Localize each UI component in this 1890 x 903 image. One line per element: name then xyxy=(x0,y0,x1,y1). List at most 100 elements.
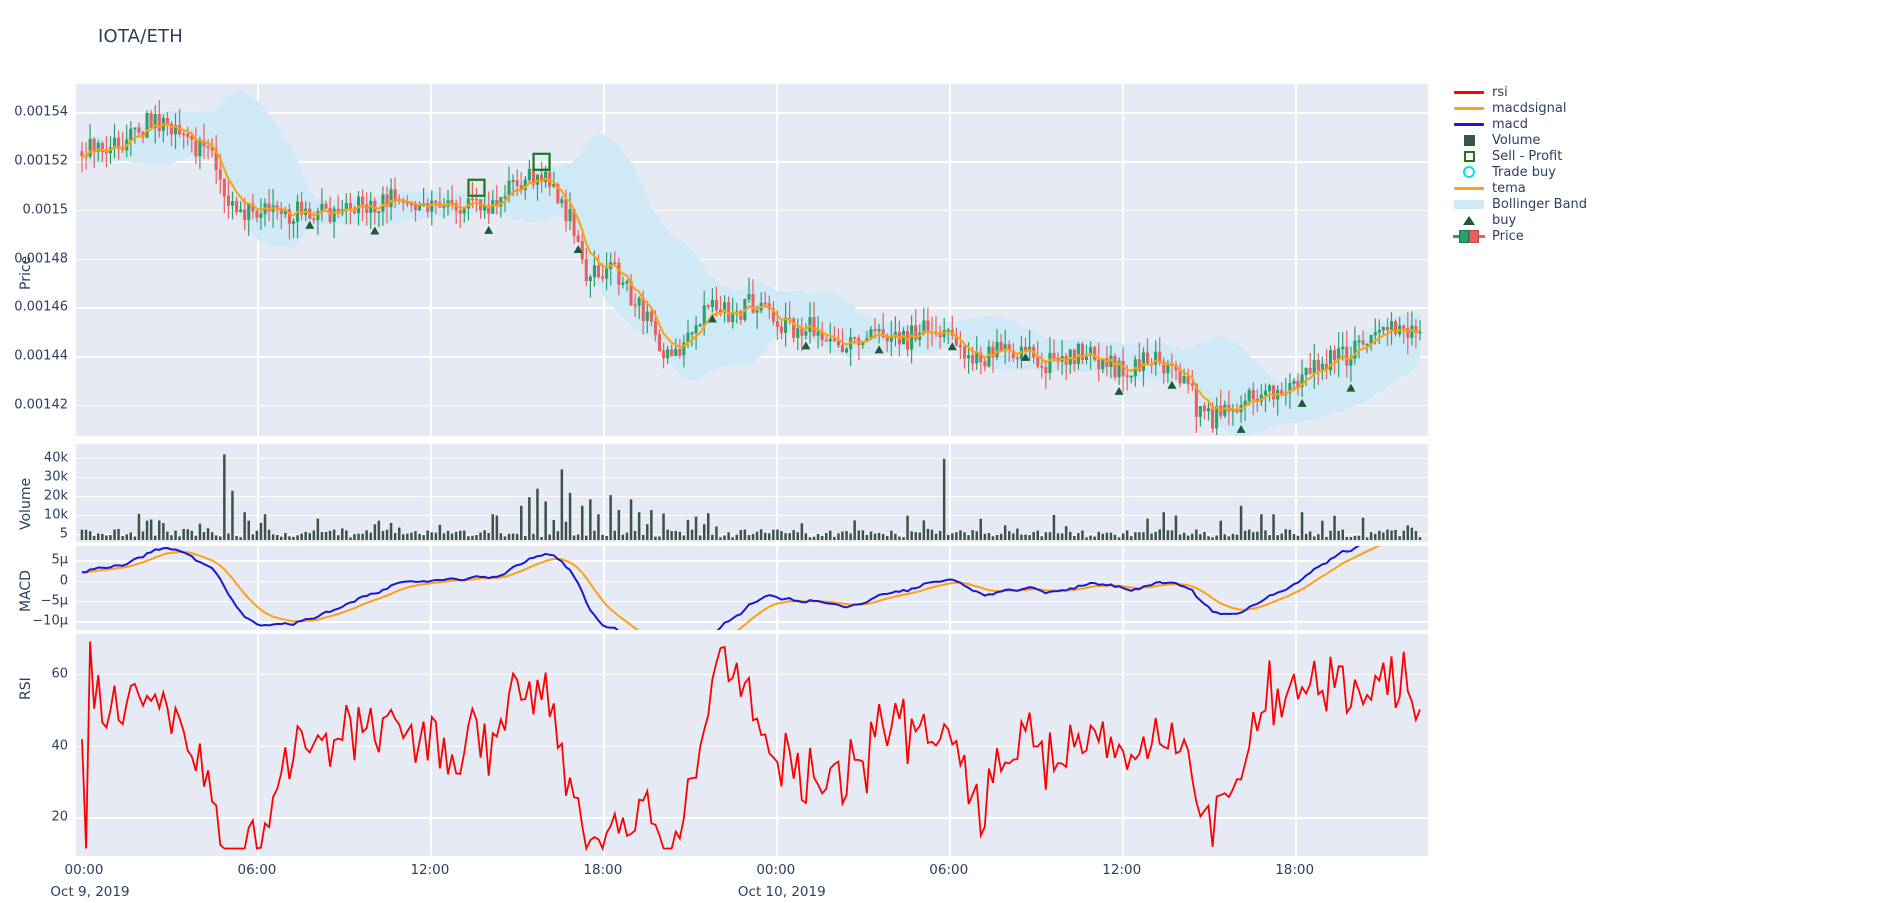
rsi-axis-label: RSI xyxy=(18,677,34,700)
legend-item-buy[interactable]: buy xyxy=(1452,212,1587,228)
axis-tick-label: 0.00154 xyxy=(14,104,68,120)
vertical-gridline xyxy=(948,634,951,856)
horizontal-gridline xyxy=(76,745,1428,748)
legend-item-label: macd xyxy=(1492,116,1529,132)
vertical-gridline xyxy=(948,444,951,542)
horizontal-gridline xyxy=(76,621,1428,623)
legend-item-label: buy xyxy=(1492,212,1517,228)
horizontal-gridline xyxy=(76,161,1428,163)
legend-line-icon xyxy=(1452,186,1486,190)
legend-item-sell-profit[interactable]: Sell - Profit xyxy=(1452,148,1587,164)
vertical-gridline xyxy=(1294,546,1297,630)
horizontal-gridline xyxy=(76,476,1428,478)
x-axis-tick-label: 12:00 xyxy=(410,862,450,878)
legend-line-icon xyxy=(1452,106,1486,110)
vertical-gridline xyxy=(1294,444,1297,542)
vertical-gridline xyxy=(602,444,605,542)
volume-chart-panel[interactable] xyxy=(76,444,1428,542)
vertical-gridline xyxy=(775,444,778,542)
volume-axis-label: Volume xyxy=(18,477,34,530)
legend-item-volume[interactable]: Volume xyxy=(1452,132,1587,148)
axis-tick-label: 0.00152 xyxy=(14,153,68,169)
chart-legend[interactable]: rsi macdsignal macd Volume Sell - Profit Trad… xyxy=(1452,84,1587,244)
legend-item-tema[interactable]: tema xyxy=(1452,180,1587,196)
legend-item-price[interactable]: Price xyxy=(1452,228,1587,244)
legend-item-label: Volume xyxy=(1492,132,1541,148)
vertical-gridline xyxy=(256,634,259,856)
x-axis-tick-label: 06:00 xyxy=(929,862,969,878)
axis-tick-label: 30k xyxy=(43,469,68,485)
vertical-gridline xyxy=(429,634,432,856)
legend-line-icon xyxy=(1452,122,1486,126)
rsi-chart-panel[interactable] xyxy=(76,634,1428,856)
vertical-gridline xyxy=(1121,444,1124,542)
legend-item-macd[interactable]: macd xyxy=(1452,116,1587,132)
horizontal-gridline xyxy=(76,258,1428,261)
legend-candlestick-icon xyxy=(1452,229,1486,244)
page-title: IOTA/ETH xyxy=(98,26,183,47)
axis-tick-label: 10k xyxy=(43,507,68,523)
legend-triangle-icon xyxy=(1452,215,1486,225)
legend-circle-icon xyxy=(1452,166,1486,178)
vertical-gridline xyxy=(1121,634,1124,856)
horizontal-gridline xyxy=(76,209,1428,212)
legend-item-label: tema xyxy=(1492,180,1526,196)
legend-item-rsi[interactable]: rsi xyxy=(1452,84,1587,100)
legend-item-label: Trade buy xyxy=(1492,164,1556,180)
x-axis-tick-label: 12:00 xyxy=(1102,862,1142,878)
axis-tick-label: 0.00148 xyxy=(14,251,68,267)
vertical-gridline xyxy=(256,444,259,542)
axis-tick-label: 40k xyxy=(43,450,68,465)
horizontal-gridline xyxy=(76,817,1428,819)
vertical-gridline xyxy=(256,546,259,630)
horizontal-gridline xyxy=(76,112,1428,114)
x-axis-tick-label: 00:00 xyxy=(756,862,796,878)
horizontal-gridline xyxy=(76,495,1428,497)
x-axis-tick-label: 18:00 xyxy=(1275,862,1315,878)
vertical-gridline xyxy=(429,546,432,630)
axis-tick-label: 5 xyxy=(59,526,68,542)
horizontal-gridline xyxy=(76,580,1428,582)
legend-item-label: rsi xyxy=(1492,84,1508,100)
macd-chart-panel[interactable] xyxy=(76,546,1428,630)
legend-item-trade-buy[interactable]: Trade buy xyxy=(1452,164,1587,180)
axis-tick-label: 20k xyxy=(43,488,68,504)
x-axis-tick-label: 18:00 xyxy=(583,862,623,878)
vertical-gridline xyxy=(429,444,432,542)
axis-tick-label: 0.00142 xyxy=(14,397,68,413)
vertical-gridline xyxy=(602,546,605,630)
vertical-gridline xyxy=(602,634,605,856)
horizontal-gridline xyxy=(76,405,1428,407)
legend-open-square-icon xyxy=(1452,150,1486,162)
x-axis-tick-label: 00:00 xyxy=(64,862,104,878)
legend-item-bollinger-band[interactable]: Bollinger Band xyxy=(1452,196,1587,212)
price-chart-panel[interactable] xyxy=(76,84,1428,436)
vertical-gridline xyxy=(948,546,951,630)
legend-band-icon xyxy=(1452,199,1486,209)
axis-tick-label: 0.00146 xyxy=(14,299,68,315)
legend-square-icon xyxy=(1452,134,1486,146)
axis-tick-label: 0.00144 xyxy=(14,348,68,364)
vertical-gridline xyxy=(775,546,778,630)
axis-tick-label: 40 xyxy=(51,738,68,754)
legend-item-label: macdsignal xyxy=(1492,100,1567,116)
horizontal-gridline xyxy=(76,673,1428,676)
horizontal-gridline xyxy=(76,514,1428,516)
legend-item-label: Sell - Profit xyxy=(1492,148,1563,164)
axis-tick-label: 60 xyxy=(51,666,68,682)
horizontal-gridline xyxy=(76,560,1428,562)
x-axis-date-label: Oct 10, 2019 xyxy=(737,884,826,900)
axis-tick-label: 0.0015 xyxy=(22,202,69,218)
legend-item-label: Bollinger Band xyxy=(1492,196,1588,212)
axis-tick-label: 20 xyxy=(51,809,68,825)
legend-item-macdsignal[interactable]: macdsignal xyxy=(1452,100,1587,116)
axis-tick-label: −5µ xyxy=(40,593,68,609)
horizontal-gridline xyxy=(76,600,1428,603)
x-axis-tick-label: 06:00 xyxy=(237,862,277,878)
legend-line-icon xyxy=(1452,90,1486,94)
vertical-gridline xyxy=(775,634,778,856)
macd-axis-label: MACD xyxy=(18,570,34,612)
legend-item-label: Price xyxy=(1492,228,1524,244)
x-axis-date-label: Oct 9, 2019 xyxy=(50,884,130,900)
